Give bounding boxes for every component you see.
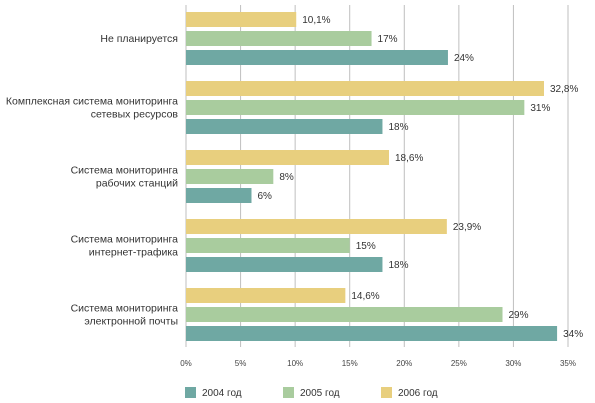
legend-label: 2006 год (398, 388, 438, 399)
bar (186, 188, 252, 203)
value-labels: 10,1% 17% 24% 32,8%31% 18% 18,6% 8% 6% 23,9% 15% 1… (257, 15, 583, 340)
bar (186, 50, 448, 65)
bar-value-label: 18,6% (395, 153, 423, 164)
bar (186, 326, 558, 341)
bar-value-label: 24% (454, 53, 474, 64)
bar-value-label: 29% (509, 310, 529, 321)
bar-value-label: 8% (279, 172, 294, 183)
x-tick-label: 20% (396, 359, 412, 368)
bar (186, 257, 383, 272)
bar (186, 307, 503, 322)
x-tick-label: 10% (287, 359, 303, 368)
bar (186, 238, 350, 253)
bars (186, 12, 558, 341)
x-tick-label: 25% (451, 359, 467, 368)
legend-swatch (185, 387, 196, 398)
bar (186, 169, 274, 184)
category-label: Система мониторинга (71, 303, 179, 315)
bar (186, 81, 544, 96)
legend-label: 2005 год (300, 388, 340, 399)
x-tick-label: 35% (560, 359, 576, 368)
category-label: интернет-трафика (89, 247, 178, 259)
bar-value-label: 10,1% (302, 15, 330, 26)
bar-value-label: 18% (388, 122, 408, 133)
x-tick-label: 5% (235, 359, 247, 368)
x-tick-label: 30% (505, 359, 521, 368)
bar-value-label: 17% (378, 34, 398, 45)
x-tick-label: 15% (342, 359, 358, 368)
bar (186, 119, 383, 134)
bar (186, 288, 346, 303)
bar (186, 31, 372, 46)
category-labels: Не планируется Комплексная система монито… (6, 33, 179, 328)
legend-swatch (283, 387, 294, 398)
bar (186, 219, 447, 234)
bar (186, 12, 297, 27)
x-axis-ticks: 0% 5% 10% 15% 20% 25% 30% 35% (180, 359, 576, 368)
bar-value-label: 31% (530, 103, 550, 114)
category-label: электронной почты (84, 316, 178, 328)
bar-value-label: 23,9% (453, 222, 481, 233)
bar-value-label: 15% (356, 241, 376, 252)
bar-value-label: 34% (563, 329, 583, 340)
category-label: Комплексная система мониторинга (6, 96, 178, 108)
category-label: Система мониторинга (71, 234, 179, 246)
legend-swatch (381, 387, 392, 398)
bar (186, 150, 390, 165)
bar-value-label: 32,8% (550, 84, 578, 95)
bar (186, 100, 525, 115)
bar-value-label: 14,6% (351, 291, 379, 302)
category-label: сетевых ресурсов (91, 109, 179, 121)
category-label: Не планируется (100, 33, 178, 45)
legend: 2004 год 2005 год 2006 год (185, 387, 438, 399)
bar-value-label: 6% (257, 191, 272, 202)
category-label: рабочих станций (96, 178, 178, 190)
bar-value-label: 18% (388, 260, 408, 271)
legend-label: 2004 год (202, 388, 242, 399)
category-label: Система мониторинга (71, 165, 179, 177)
x-tick-label: 0% (180, 359, 192, 368)
